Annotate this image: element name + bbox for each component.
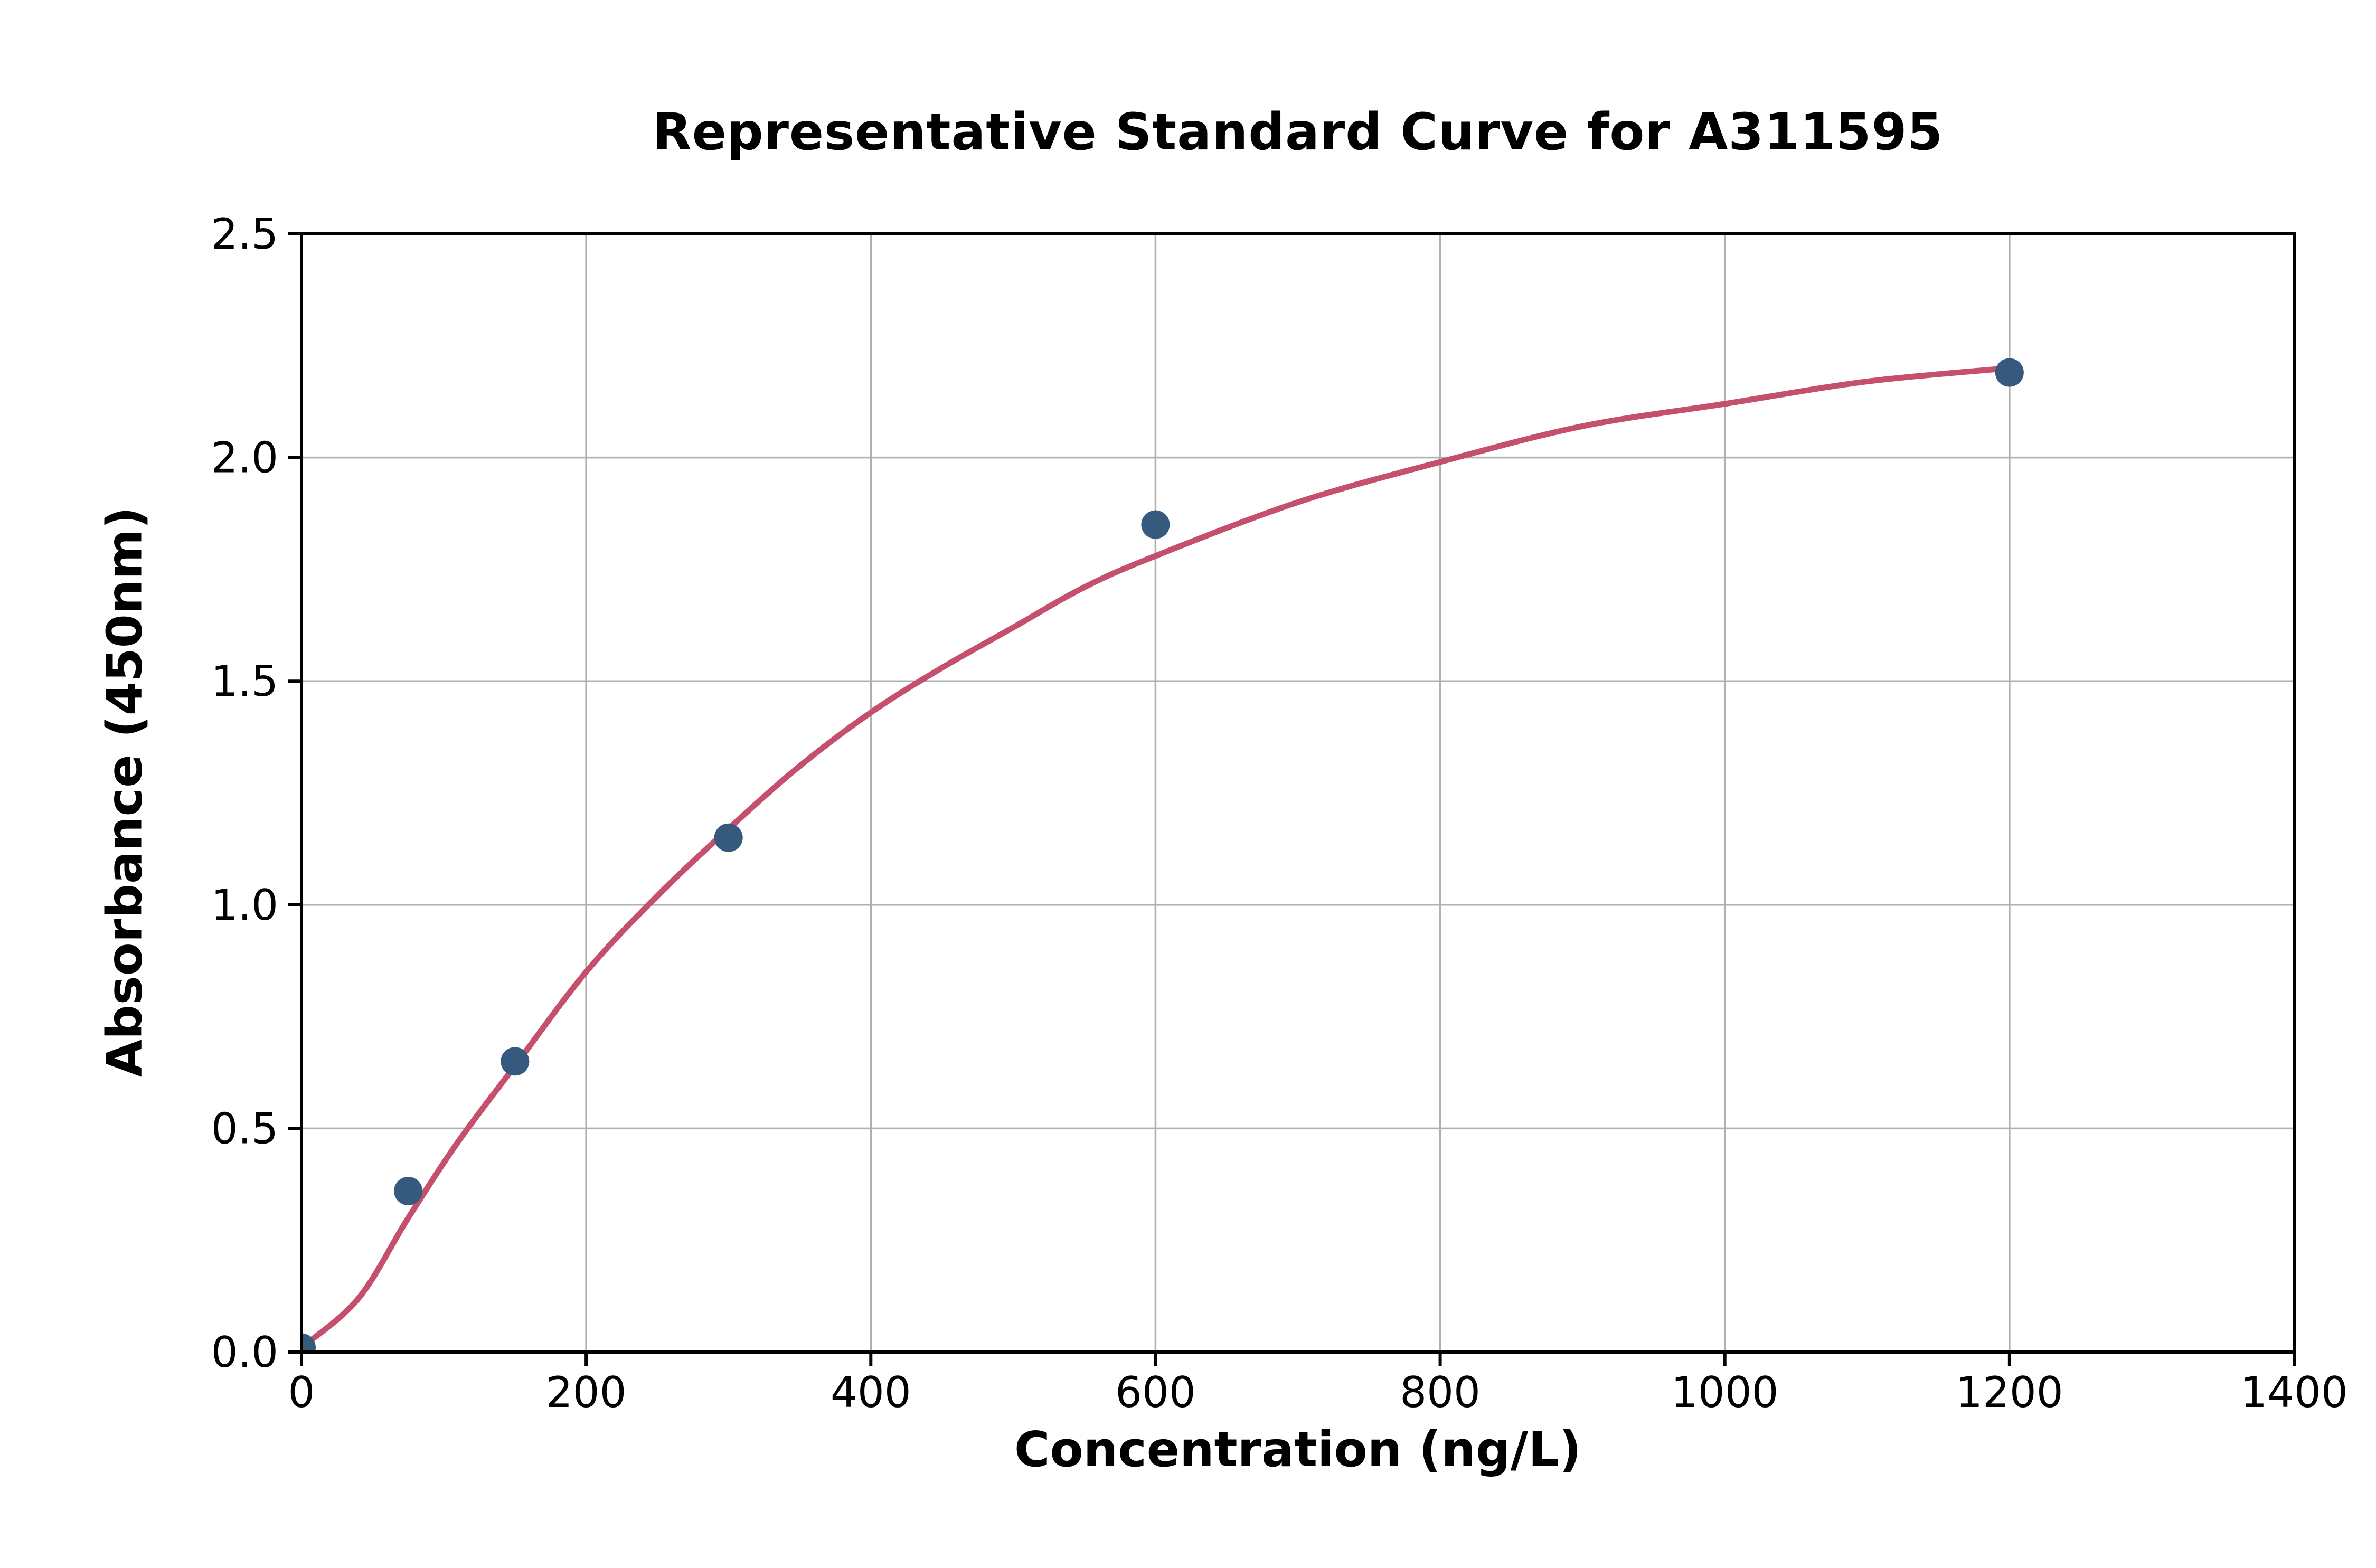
y-tick-label: 2.5 <box>211 210 278 259</box>
data-point <box>1141 510 1170 539</box>
y-tick-label: 0.5 <box>211 1104 278 1153</box>
y-tick-label: 0.0 <box>211 1328 278 1377</box>
data-point <box>394 1177 423 1206</box>
y-tick-label: 2.0 <box>211 433 278 483</box>
y-tick-label: 1.0 <box>211 881 278 930</box>
x-tick-label: 1200 <box>1956 1368 2063 1417</box>
x-tick-label: 800 <box>1400 1368 1481 1417</box>
x-tick-label: 1000 <box>1671 1368 1779 1417</box>
y-tick-label: 1.5 <box>211 657 278 706</box>
x-tick-label: 400 <box>831 1368 911 1417</box>
x-axis-label: Concentration (ng/L) <box>1014 1421 1581 1478</box>
fitted-curve <box>301 365 2013 1351</box>
standard-points <box>301 358 2024 1352</box>
plot-border <box>300 232 2296 1354</box>
x-tick-label: 600 <box>1115 1368 1196 1417</box>
x-tick-label: 0 <box>288 1368 315 1417</box>
data-point <box>301 1333 316 1352</box>
data-point <box>1995 358 2024 387</box>
grid <box>300 233 2295 1353</box>
data-point <box>501 1047 530 1076</box>
data-point <box>714 823 743 852</box>
chart-title: Representative Standard Curve for A31159… <box>652 102 1944 162</box>
x-tick-label: 200 <box>546 1368 627 1417</box>
x-tick-label: 1400 <box>2240 1368 2348 1417</box>
